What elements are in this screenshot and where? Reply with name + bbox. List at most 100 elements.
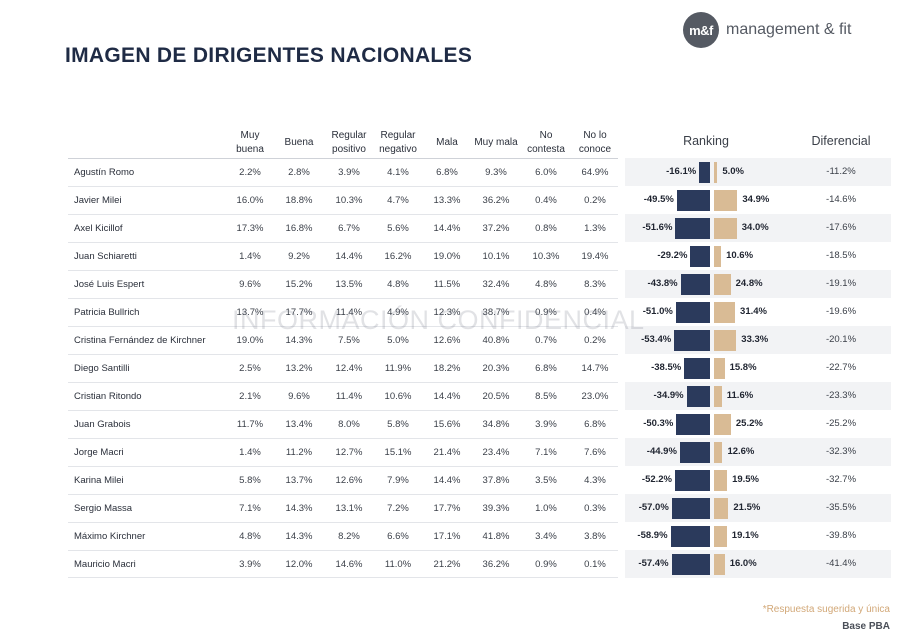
negative-label: -43.8% (647, 278, 678, 289)
diferencial-value: -18.5% (825, 250, 857, 261)
value-cell: 4.9% (387, 307, 409, 318)
value-cell: 32.4% (482, 279, 510, 290)
diferencial-value: -14.6% (825, 194, 857, 205)
value-cell: 15.6% (433, 419, 461, 430)
value-cell: 16.8% (285, 223, 313, 234)
value-cell: 11.7% (236, 419, 264, 430)
ranking-row-bg (625, 270, 891, 298)
positive-bar (714, 385, 722, 407)
leader-name: Javier Milei (74, 195, 122, 206)
value-cell: 8.2% (338, 531, 360, 542)
negative-bar (675, 301, 710, 323)
value-cell: 0.4% (584, 307, 606, 318)
table-row: Cristian Ritondo 2.1% 9.6% 11.4% 10.6% 14.4% 2… (68, 382, 618, 410)
value-cell: 11.9% (384, 363, 412, 374)
value-cell: 9.3% (485, 167, 507, 178)
negative-bar (680, 273, 710, 295)
positive-bar (714, 217, 737, 239)
value-cell: 19.0% (236, 335, 264, 346)
positive-label: 15.8% (729, 362, 757, 373)
value-cell: 4.8% (535, 279, 557, 290)
value-cell: 0.2% (584, 195, 606, 206)
leader-name: Máximo Kirchner (74, 531, 146, 542)
positive-label: 25.2% (735, 418, 763, 429)
table-row: Axel Kicillof 17.3% 16.8% 6.7% 5.6% 14.4% 37.2… (68, 214, 618, 242)
negative-label: -50.3% (643, 418, 674, 429)
value-cell: 0.9% (535, 559, 557, 570)
value-cell: 16.0% (236, 195, 264, 206)
negative-label: -16.1% (666, 166, 697, 177)
value-cell: 14.3% (285, 531, 313, 542)
leader-name: José Luis Espert (74, 279, 145, 290)
value-cell: 3.9% (239, 559, 261, 570)
diferencial-header: Diferencial (811, 134, 871, 148)
negative-bar (684, 357, 710, 379)
negative-bar (676, 413, 710, 435)
value-cell: 20.5% (482, 391, 510, 402)
column-header: Regular positivo (331, 130, 367, 155)
diferencial-value: -35.5% (825, 502, 857, 513)
positive-bar (714, 273, 731, 295)
value-cell: 0.1% (584, 559, 606, 570)
positive-label: 19.5% (732, 474, 759, 485)
value-cell: 6.8% (436, 167, 458, 178)
value-cell: 18.2% (433, 363, 461, 374)
positive-bar (714, 413, 731, 435)
value-cell: 2.1% (239, 391, 261, 402)
ranking-row-bg (625, 214, 891, 242)
negative-label: -44.9% (646, 446, 677, 457)
value-cell: 20.3% (482, 363, 510, 374)
diferencial-value: -41.4% (825, 558, 857, 569)
value-cell: 4.3% (584, 475, 606, 486)
table-row: Karina Milei 5.8% 13.7% 12.6% 7.9% 14.4% 37.8%… (68, 466, 618, 494)
value-cell: 64.9% (581, 167, 609, 178)
table-row: José Luis Espert 9.6% 15.2% 13.5% 4.8% 11.5% 3… (68, 270, 618, 298)
diferencial-value: -25.2% (825, 418, 857, 429)
value-cell: 0.4% (535, 195, 557, 206)
negative-label: -57.0% (638, 502, 669, 513)
value-cell: 17.3% (236, 223, 264, 234)
value-cell: 12.0% (285, 559, 313, 570)
column-header: No contesta (527, 130, 565, 155)
value-cell: 14.3% (285, 503, 313, 514)
value-cell: 7.5% (338, 335, 360, 346)
value-cell: 5.0% (387, 335, 409, 346)
negative-label: -58.9% (637, 530, 668, 541)
diferencial-value: -22.7% (825, 362, 857, 373)
column-header: Buena (284, 137, 314, 148)
negative-label: -51.0% (642, 306, 673, 317)
value-cell: 12.4% (335, 363, 363, 374)
value-cell: 17.1% (433, 531, 461, 542)
positive-bar (714, 329, 737, 351)
positive-label: 34.9% (742, 194, 770, 205)
negative-label: -51.6% (642, 222, 673, 233)
value-cell: 13.1% (335, 503, 363, 514)
value-cell: 14.4% (433, 223, 461, 234)
value-cell: 21.2% (433, 559, 461, 570)
diferencial-value: -23.3% (825, 390, 857, 401)
leader-name: Mauricio Macri (74, 559, 136, 570)
value-cell: 15.1% (384, 447, 412, 458)
value-cell: 12.6% (335, 475, 363, 486)
value-cell: 13.7% (285, 475, 313, 486)
leader-name: Cristian Ritondo (74, 391, 142, 402)
ranking-row-bg (625, 158, 891, 186)
value-cell: 0.9% (535, 307, 557, 318)
value-cell: 3.8% (584, 531, 606, 542)
negative-label: -49.5% (643, 194, 674, 205)
table-row: Cristina Fernández de Kirchner 19.0% 14.3%… (68, 326, 618, 354)
negative-bar (699, 161, 710, 183)
ranking-header: Ranking (683, 134, 729, 148)
leader-name: Cristina Fernández de Kirchner (74, 335, 206, 346)
table-row: Patricia Bullrich 13.7% 17.7% 11.4% 4.9% 12.3… (68, 298, 618, 326)
value-cell: 17.7% (433, 503, 461, 514)
value-cell: 13.5% (335, 279, 363, 290)
positive-bar (714, 161, 718, 183)
value-cell: 7.2% (387, 503, 409, 514)
value-cell: 19.0% (433, 251, 461, 262)
positive-label: 19.1% (731, 530, 759, 541)
positive-label: 16.0% (729, 558, 757, 569)
positive-bar (714, 441, 723, 463)
positive-label: 24.8% (735, 278, 763, 289)
value-cell: 39.3% (482, 503, 510, 514)
